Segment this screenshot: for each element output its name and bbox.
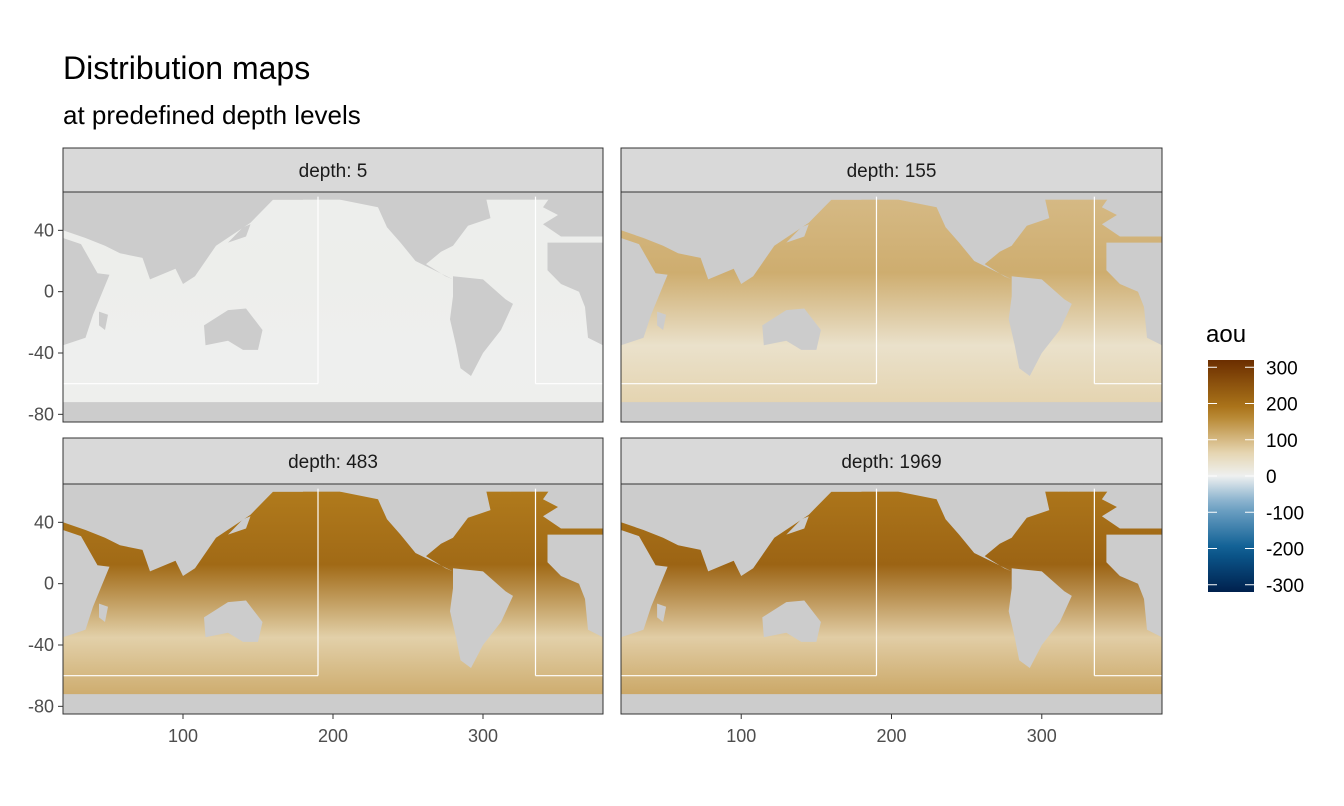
x-tick-label: 200	[876, 726, 906, 746]
landmass-antarctica	[63, 694, 603, 714]
landmass-japan	[228, 224, 251, 243]
y-tick-label: 0	[44, 282, 54, 302]
landmass-australia	[762, 308, 821, 350]
legend-break-label: -200	[1266, 540, 1304, 561]
legend-break-label: 100	[1266, 431, 1298, 452]
y-tick-label: 0	[44, 574, 54, 594]
landmass-africa	[63, 530, 110, 638]
y-tick-label: -80	[28, 696, 54, 716]
landmass-madagascar	[99, 603, 108, 622]
landmass-namerica	[321, 192, 491, 280]
y-tick-label: 40	[34, 220, 54, 240]
facet-map	[621, 192, 1162, 422]
landmass-antarctica	[621, 402, 1162, 422]
chart-subtitle: at predefined depth levels	[63, 100, 361, 130]
landmass-westafrica	[547, 242, 603, 346]
legend-break-label: -300	[1266, 576, 1304, 597]
landmass-antarctica	[621, 694, 1162, 714]
facet-strip-label: depth: 483	[288, 452, 378, 473]
landmass-australia	[204, 308, 263, 350]
landmass-samerica	[450, 568, 513, 668]
y-tick-label: -80	[28, 404, 54, 424]
facet-map	[63, 192, 603, 422]
panel-border	[62, 191, 604, 423]
facet-strip	[620, 147, 1163, 193]
y-tick-label: 40	[34, 512, 54, 532]
landmass-westafrica	[547, 534, 603, 638]
legend-break-label: -100	[1266, 503, 1304, 524]
landmass-westafrica	[1106, 242, 1162, 346]
landmass-europe	[1101, 192, 1162, 237]
x-tick-label: 300	[1027, 726, 1057, 746]
landmass-europe	[543, 192, 603, 237]
x-tick-label: 200	[318, 726, 348, 746]
landmass-antarctica	[63, 402, 603, 422]
landmass-greenland	[1059, 192, 1085, 200]
landmass-samerica	[450, 276, 513, 376]
x-tick-label: 100	[726, 726, 756, 746]
facet-strip-label: depth: 1969	[841, 452, 941, 473]
landmass-greenland	[1059, 484, 1085, 492]
facet-strip-label: depth: 5	[299, 161, 368, 182]
landmass-africa	[63, 238, 110, 346]
legend-title: aou	[1206, 321, 1246, 348]
landmass-samerica	[1008, 276, 1072, 376]
landmass-europe	[543, 484, 603, 529]
facet-map	[621, 484, 1162, 714]
landmass-australia	[204, 600, 263, 642]
facet-strip-label: depth: 155	[847, 161, 937, 182]
landmass-madagascar	[657, 603, 667, 622]
landmass-westafrica	[1106, 534, 1162, 638]
panel-border	[620, 191, 1163, 423]
landmass-asia	[63, 484, 303, 576]
landmass-madagascar	[99, 311, 108, 330]
landmass-namerica	[880, 484, 1050, 572]
landmass-japan	[786, 224, 809, 243]
landmass-europe	[1101, 484, 1162, 529]
landmass-samerica	[1008, 568, 1072, 668]
x-tick-label: 300	[468, 726, 498, 746]
landmass-asia	[621, 484, 862, 576]
landmass-namerica	[880, 192, 1050, 280]
y-tick-label: -40	[28, 635, 54, 655]
legend-break-label: 0	[1266, 467, 1277, 488]
x-tick-label: 100	[168, 726, 198, 746]
facet-strip	[62, 437, 604, 485]
legend-break-label: 300	[1266, 358, 1298, 379]
landmass-madagascar	[657, 311, 667, 330]
landmass-namerica	[321, 484, 491, 572]
facet-map	[63, 484, 603, 714]
landmass-japan	[228, 516, 251, 535]
landmass-asia	[63, 192, 303, 284]
facet-strip	[620, 437, 1163, 485]
landmass-africa	[621, 530, 668, 638]
chart-title: Distribution maps	[63, 50, 311, 86]
landmass-greenland	[500, 192, 526, 200]
landmass-greenland	[500, 484, 526, 492]
landmass-australia	[762, 600, 821, 642]
y-tick-label: -40	[28, 343, 54, 363]
landmass-japan	[786, 516, 809, 535]
landmass-asia	[621, 192, 862, 284]
landmass-africa	[621, 238, 668, 346]
legend-break-label: 200	[1266, 395, 1298, 416]
